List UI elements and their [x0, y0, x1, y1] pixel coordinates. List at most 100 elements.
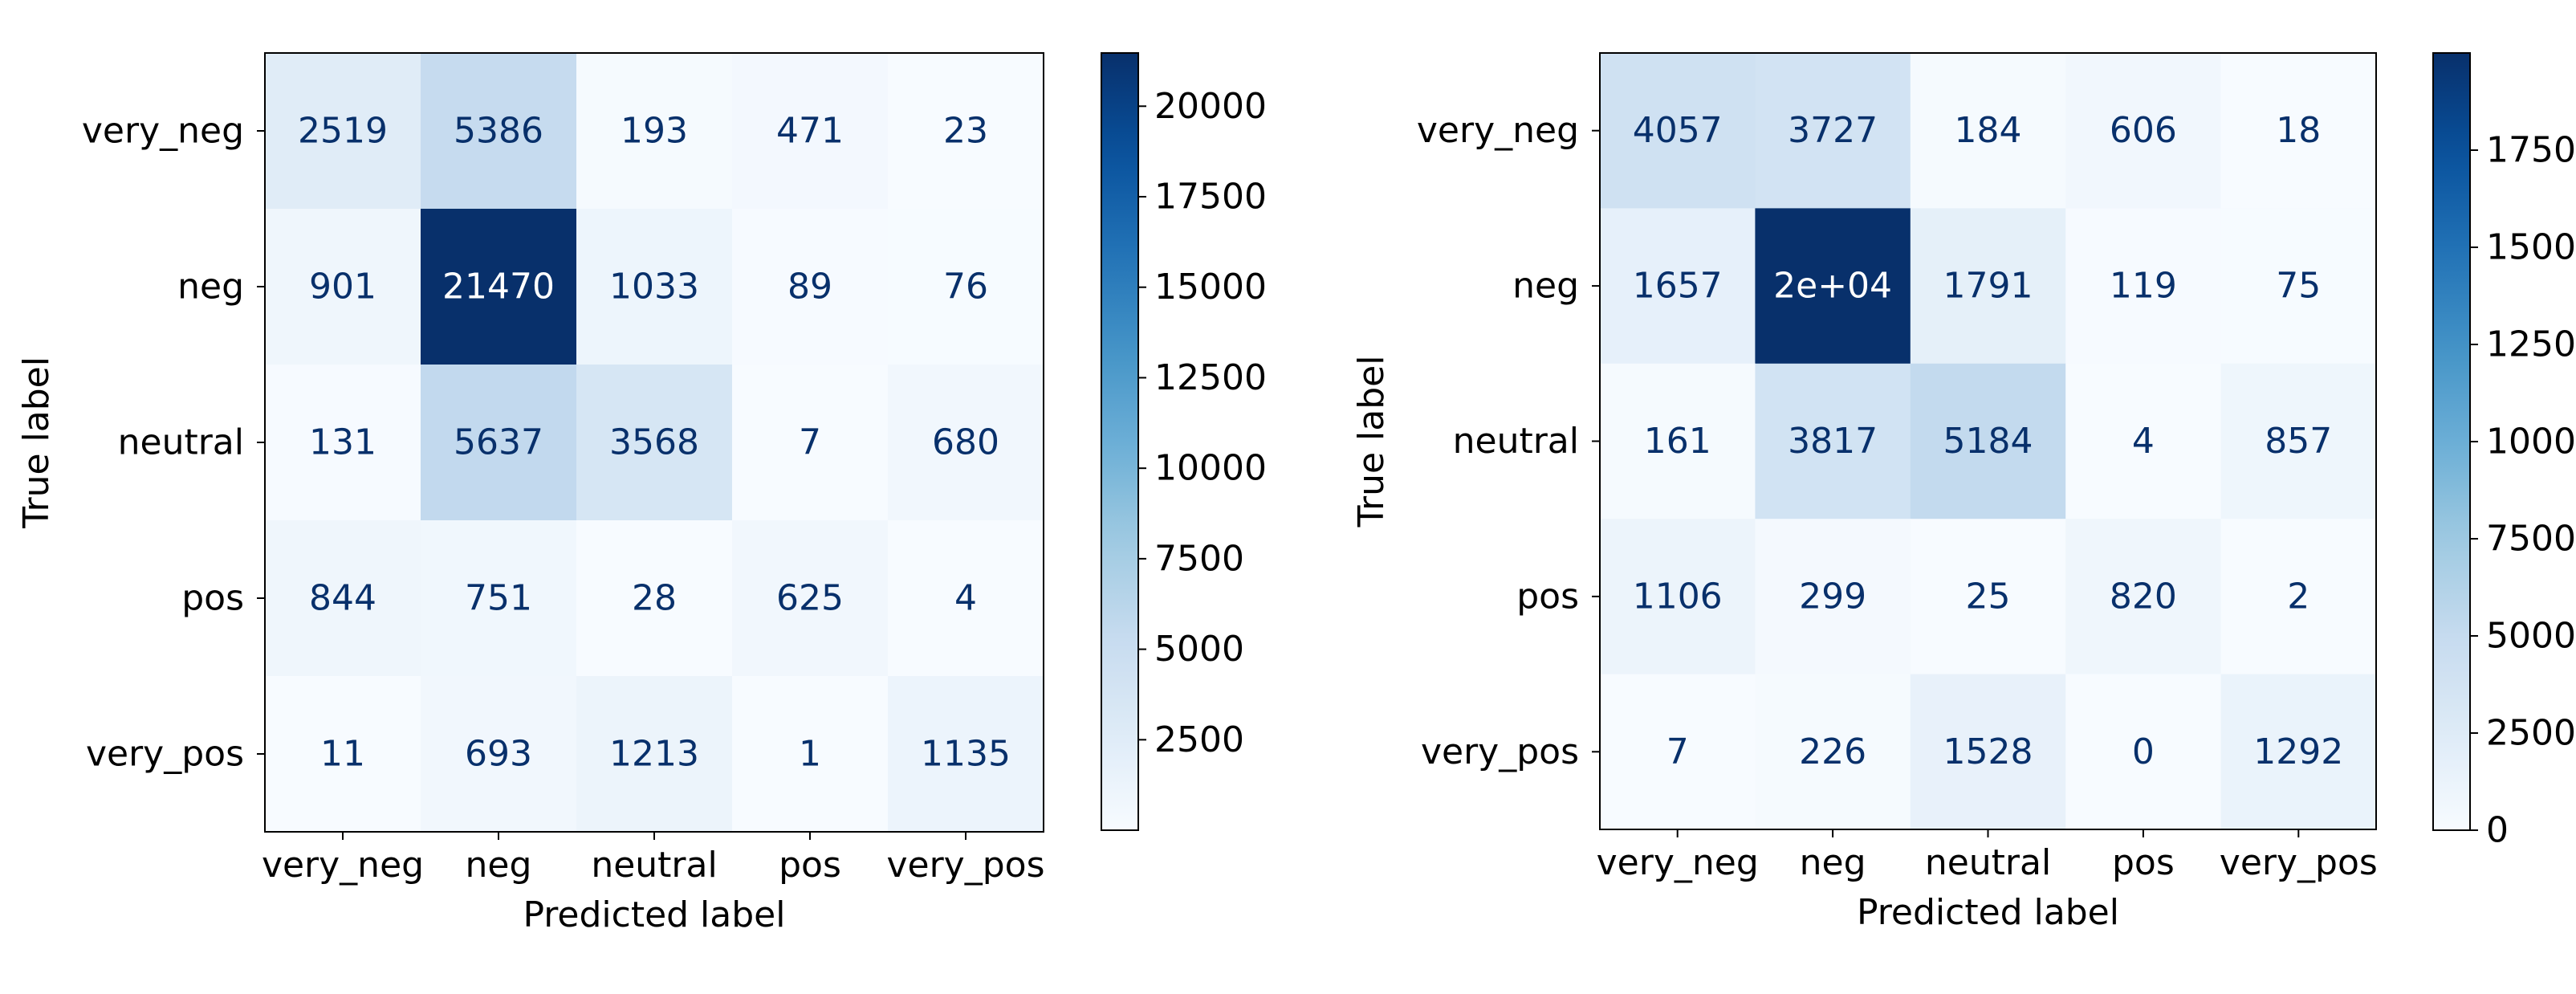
heatmap-cell	[2065, 53, 2222, 209]
colorbar-tick-label: 5000	[1154, 629, 1244, 670]
cell-value-label: 18	[2276, 110, 2321, 151]
colorbar-tick-label: 10000	[2486, 422, 2576, 462]
colorbar-tick-label: 0	[2486, 810, 2509, 851]
y-tick-label: neg	[177, 267, 244, 308]
heatmap-cell	[888, 365, 1044, 521]
heatmap-cell	[1600, 53, 1756, 209]
cell-value-label: 5386	[454, 111, 543, 152]
cell-value-label: 1528	[1943, 731, 2033, 772]
colorbar-tick-label: 5000	[2486, 616, 2576, 657]
cell-value-label: 693	[465, 734, 532, 775]
x-tick-label: neg	[1800, 842, 1866, 883]
cell-value-label: 28	[632, 578, 677, 619]
cell-value-label: 857	[2265, 421, 2332, 462]
cell-value-label: 161	[1644, 421, 1711, 462]
cell-value-label: 2	[2287, 576, 2309, 617]
x-tick-label: pos	[779, 845, 841, 886]
cell-value-label: 625	[776, 578, 844, 619]
heatmap-cell	[1910, 519, 2066, 675]
heatmap-cell	[1600, 363, 1756, 519]
heatmap-cell	[732, 209, 889, 365]
y-axis-label: True label	[1351, 356, 1392, 528]
heatmap-cell	[732, 365, 889, 521]
x-tick-label: very_neg	[1597, 842, 1759, 883]
cell-value-label: 680	[932, 422, 999, 463]
y-tick-label: neutral	[1453, 421, 1579, 462]
heatmap-cell	[1755, 519, 1911, 675]
x-tick-label: very_pos	[2220, 842, 2378, 883]
heatmap-cell	[732, 676, 889, 833]
heatmap-cell	[421, 676, 577, 833]
heatmap-cell	[421, 209, 577, 365]
x-axis-label: Predicted label	[1857, 892, 2119, 933]
heatmap-cell	[888, 676, 1044, 833]
cell-value-label: 3817	[1788, 421, 1878, 462]
heatmap-cell	[576, 676, 733, 833]
y-tick-label: very_pos	[86, 734, 244, 775]
cell-value-label: 471	[776, 111, 844, 152]
x-tick-label: very_neg	[262, 845, 424, 886]
cell-value-label: 11	[320, 734, 365, 775]
y-tick-label: neutral	[118, 422, 244, 463]
heatmap-cell	[421, 53, 577, 210]
cell-value-label: 1213	[609, 734, 699, 775]
y-tick-label: neg	[1512, 266, 1579, 307]
cell-value-label: 820	[2110, 576, 2177, 617]
heatmap-cell	[421, 365, 577, 521]
heatmap-cell	[1755, 363, 1911, 519]
x-axis-label: Predicted label	[523, 894, 786, 935]
colorbar-tick-label: 17500	[1154, 177, 1267, 218]
y-tick-label: very_neg	[1417, 110, 1579, 151]
heatmap-cell	[2065, 363, 2222, 519]
heatmap-cell	[2065, 674, 2222, 830]
heatmap-cell	[1755, 674, 1911, 830]
cell-value-label: 23	[943, 111, 988, 152]
x-tick-label: neutral	[1925, 842, 2051, 883]
heatmap-cell	[2220, 53, 2377, 209]
heatmap-cell	[1755, 53, 1911, 209]
heatmap-cell	[576, 520, 733, 677]
heatmap-cell	[265, 676, 421, 833]
heatmap-cell	[421, 520, 577, 677]
cell-value-label: 2519	[298, 111, 388, 152]
colorbar-tick-label: 20000	[1154, 86, 1267, 127]
cell-value-label: 1106	[1633, 576, 1723, 617]
heatmap-cell	[2065, 519, 2222, 675]
x-tick-label: neg	[466, 845, 532, 886]
cell-value-label: 1033	[609, 267, 699, 308]
cell-value-label: 4	[954, 578, 977, 619]
cell-value-label: 2e+04	[1773, 266, 1892, 307]
cell-value-label: 901	[309, 267, 376, 308]
colorbar-tick-label: 12500	[1154, 357, 1267, 398]
colorbar-tick-label: 2500	[2486, 713, 2576, 754]
y-tick-label: very_pos	[1421, 731, 1579, 772]
y-tick-label: very_neg	[82, 111, 244, 152]
cell-value-label: 193	[621, 111, 688, 152]
heatmap-cell	[265, 365, 421, 521]
heatmap-cell	[2220, 674, 2377, 830]
cell-value-label: 131	[309, 422, 376, 463]
y-axis-label: True label	[16, 356, 57, 529]
cell-value-label: 119	[2110, 266, 2177, 307]
cell-value-label: 4	[2132, 421, 2155, 462]
x-tick-label: pos	[2112, 842, 2175, 883]
cell-value-label: 25	[1966, 576, 2011, 617]
heatmap-cell	[888, 520, 1044, 677]
heatmap-cell	[1600, 674, 1756, 830]
cell-value-label: 1	[799, 734, 821, 775]
confusion-matrix-panel-2: 4057 3727 184 606 18 1657 2e+04 1791 119 75 161 381…	[1351, 52, 2576, 933]
colorbar	[1101, 52, 1139, 831]
cell-value-label: 184	[1955, 110, 2022, 151]
cell-value-label: 21470	[442, 267, 555, 308]
cell-value-label: 3727	[1788, 110, 1878, 151]
heatmap-cell	[576, 53, 733, 210]
cell-value-label: 0	[2132, 731, 2155, 772]
cell-value-label: 751	[465, 578, 532, 619]
heatmap-cell	[265, 520, 421, 677]
cell-value-label: 76	[943, 267, 988, 308]
heatmap-cell	[1910, 208, 2066, 365]
cell-value-label: 606	[2110, 110, 2177, 151]
colorbar-tick-label: 15000	[1154, 267, 1267, 308]
heatmap-cell	[1910, 53, 2066, 209]
